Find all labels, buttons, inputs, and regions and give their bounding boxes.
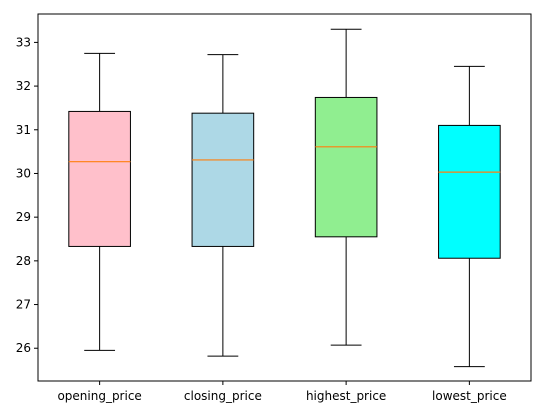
y-tick-label: 30 (16, 166, 31, 180)
y-tick-label: 32 (16, 79, 31, 93)
box-group-opening_price (69, 53, 131, 350)
box-group-highest_price (315, 29, 377, 345)
x-tick-label-lowest_price: lowest_price (432, 389, 507, 403)
box-closing_price (192, 113, 254, 246)
y-tick-label: 26 (16, 341, 31, 355)
box-group-lowest_price (439, 66, 501, 366)
box-group-closing_price (192, 55, 254, 356)
box-lowest_price (439, 125, 501, 258)
x-tick-label-closing_price: closing_price (184, 389, 262, 403)
y-tick-label: 28 (16, 254, 31, 268)
x-tick-label-highest_price: highest_price (306, 389, 386, 403)
box-opening_price (69, 111, 131, 246)
y-tick-label: 29 (16, 210, 31, 224)
y-tick-label: 31 (16, 123, 31, 137)
boxes-layer (69, 29, 500, 366)
y-tick-label: 27 (16, 298, 31, 312)
x-tick-label-opening_price: opening_price (57, 389, 141, 403)
box-highest_price (315, 97, 377, 236)
y-tick-label: 33 (16, 35, 31, 49)
